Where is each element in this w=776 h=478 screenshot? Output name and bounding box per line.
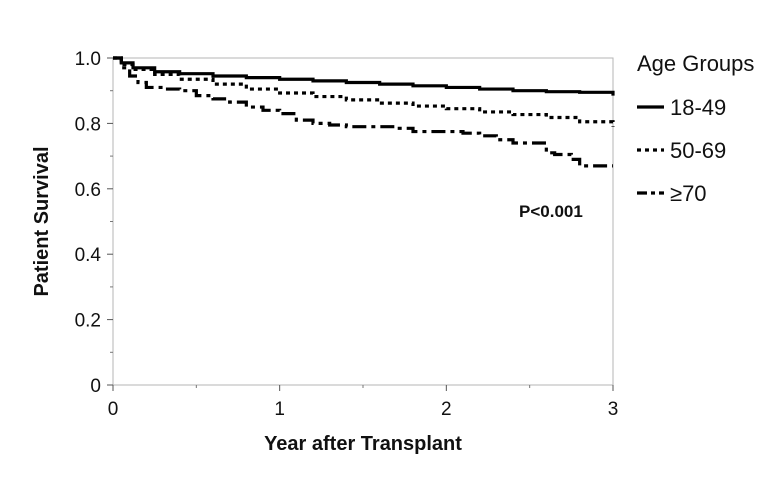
x-tick-label: 2 — [441, 399, 452, 420]
legend-label-0: 18-49 — [670, 95, 726, 120]
series-line-1 — [113, 56, 615, 127]
legend: Age Groups 18-49 50-69 ≥70 — [637, 51, 754, 206]
x-tick-label: 3 — [608, 399, 619, 420]
plot-frame — [112, 57, 614, 386]
y-tick-label: 0.4 — [75, 245, 102, 266]
p-value-annotation: P<0.001 — [519, 202, 583, 221]
y-tick-label: 1.0 — [75, 49, 101, 70]
axes: 0 0.2 0.4 0.6 0.8 1.0 0 1 2 3 — [75, 49, 619, 420]
y-tick-label: 0.8 — [75, 114, 101, 135]
y-tick-label: 0.2 — [75, 311, 101, 332]
y-axis-title: Patient Survival — [31, 146, 53, 296]
legend-label-2: ≥70 — [670, 181, 707, 206]
y-tick-label: 0 — [90, 376, 101, 397]
series-lines — [113, 56, 615, 168]
legend-title: Age Groups — [637, 51, 754, 76]
legend-label-1: 50-69 — [670, 138, 726, 163]
x-tick-label: 1 — [274, 399, 285, 420]
series-line-2 — [113, 56, 613, 168]
x-tick-label: 0 — [108, 399, 119, 420]
series-line-0 — [113, 56, 615, 96]
x-axis-title: Year after Transplant — [264, 433, 462, 455]
y-tick-label: 0.6 — [75, 180, 101, 201]
